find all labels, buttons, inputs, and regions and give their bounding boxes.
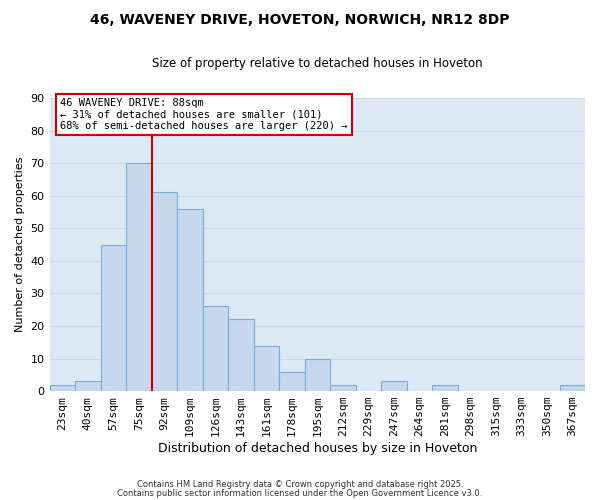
- Bar: [254, 346, 279, 391]
- Bar: [305, 358, 330, 391]
- X-axis label: Distribution of detached houses by size in Hoveton: Distribution of detached houses by size …: [158, 442, 477, 455]
- Bar: [177, 209, 203, 391]
- Bar: [152, 192, 177, 391]
- Bar: [50, 384, 75, 391]
- Bar: [228, 320, 254, 391]
- Bar: [203, 306, 228, 391]
- Bar: [101, 244, 126, 391]
- Bar: [126, 163, 152, 391]
- Text: 46 WAVENEY DRIVE: 88sqm
← 31% of detached houses are smaller (101)
68% of semi-d: 46 WAVENEY DRIVE: 88sqm ← 31% of detache…: [60, 98, 348, 132]
- Title: Size of property relative to detached houses in Hoveton: Size of property relative to detached ho…: [152, 58, 482, 70]
- Bar: [279, 372, 305, 391]
- Text: 46, WAVENEY DRIVE, HOVETON, NORWICH, NR12 8DP: 46, WAVENEY DRIVE, HOVETON, NORWICH, NR1…: [90, 12, 510, 26]
- Bar: [330, 384, 356, 391]
- Bar: [560, 384, 585, 391]
- Bar: [75, 382, 101, 391]
- Y-axis label: Number of detached properties: Number of detached properties: [15, 157, 25, 332]
- Bar: [381, 382, 407, 391]
- Text: Contains public sector information licensed under the Open Government Licence v3: Contains public sector information licen…: [118, 488, 482, 498]
- Bar: [432, 384, 458, 391]
- Text: Contains HM Land Registry data © Crown copyright and database right 2025.: Contains HM Land Registry data © Crown c…: [137, 480, 463, 489]
